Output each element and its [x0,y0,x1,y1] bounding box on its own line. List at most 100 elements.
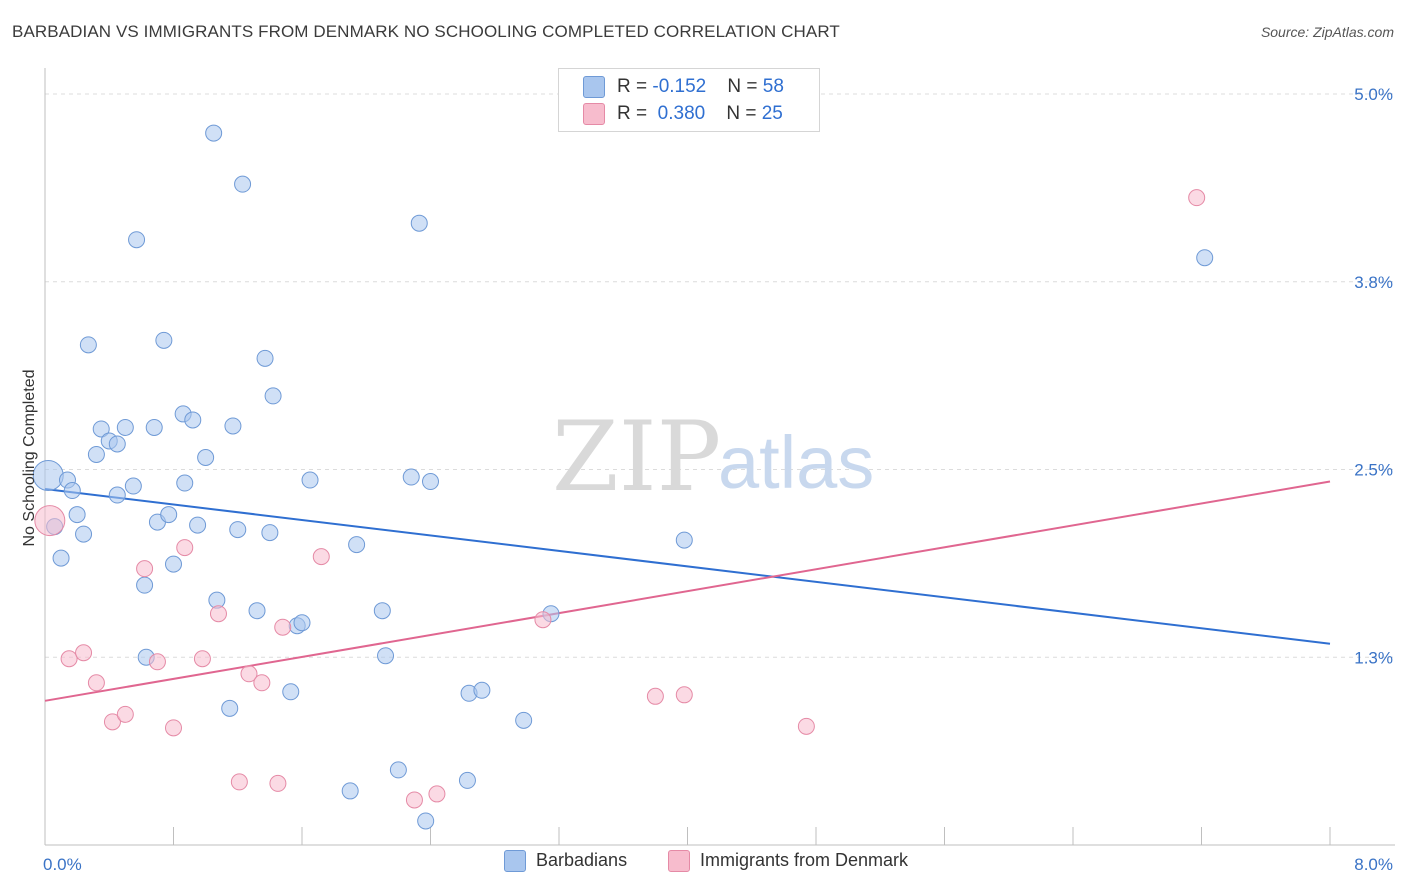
barbadians-point [248,602,266,620]
denmark-point [136,560,154,578]
source-label: Source: ZipAtlas.com [1260,24,1394,40]
denmark-point [209,605,227,623]
barbadians-point [458,771,476,789]
watermark-atlas: atlas [718,421,874,504]
axes [44,68,1395,846]
barbadians-point [176,474,194,492]
barbadians-point [79,336,97,354]
barbadians-point [402,468,420,486]
chart-title: BARBADIAN VS IMMIGRANTS FROM DENMARK NO … [12,22,840,41]
denmark-point [148,653,166,671]
barbadians-point [389,761,407,779]
barbadians-point [515,711,533,729]
denmark-point [34,505,66,537]
barbadians-point [229,521,247,539]
denmark-point [193,650,211,668]
barbadians-point [675,531,693,549]
barbadians-point [282,683,300,701]
watermark-zip: ZIP [552,401,721,513]
bottom-legend-swatch-denmark [668,850,690,873]
barbadians-point [108,486,126,504]
denmark-point [75,644,93,662]
barbadians-point [87,445,105,463]
barbadians-point [68,506,86,524]
barbadians-point [165,555,182,573]
legend-r-value: 0.380 [652,103,706,124]
barbadians-point [221,699,239,717]
legend-swatch-denmark [583,103,605,125]
barbadians-point [184,411,202,429]
denmark-point [312,548,330,566]
denmark-point [87,674,105,692]
denmark-point [797,717,815,735]
bottom-legend-denmark: Immigrants from Denmark [668,850,909,873]
barbadians-point [108,435,126,453]
barbadians-point [264,387,282,405]
barbadians-point [373,602,391,620]
barbadians-point [136,576,154,594]
denmark-point [176,539,194,557]
barbadians-point [256,349,274,367]
barbadians-point [63,482,81,500]
denmark-point [60,650,78,668]
x-tick-label: 0.0% [43,855,82,874]
barbadians-point [155,331,173,349]
barbadians-point [124,477,142,495]
barbadians-point [205,124,223,142]
barbadians-point [377,647,395,665]
barbadians-point [410,214,428,232]
legend-n-label: N = [727,76,763,97]
barbadians-point [234,175,252,193]
barbadians-point [224,417,242,435]
denmark-point [230,773,248,791]
watermark: ZIP atlas [552,401,874,513]
legend-swatch-barbadians [583,76,605,98]
y-tick-label: 3.8% [1354,273,1393,292]
legend-r-label: R = [617,103,653,124]
barbadians-point [128,231,146,249]
barbadians-point [293,614,311,632]
denmark-point [675,686,693,704]
barbadians-point [145,418,163,436]
y-tick-label: 1.3% [1354,648,1393,667]
denmark-point [1188,189,1206,207]
y-tick-label: 5.0% [1354,85,1393,104]
bottom-legend-label-barbadians: Barbadians [536,850,628,870]
barbadians-point [348,536,366,554]
data-points [32,124,1214,830]
barbadians-point [301,471,319,489]
denmark-point [534,611,552,629]
bottom-legend-swatch-barbadians [504,850,526,873]
trend-lines [44,480,1331,702]
denmark-point [269,774,287,792]
bottom-legend-label-denmark: Immigrants from Denmark [700,850,909,870]
denmark-point [165,719,182,737]
bottom-legend-barbadians: Barbadians [504,850,628,873]
barbadians-trend-line [44,488,1331,645]
barbadians-point [341,782,359,800]
legend-n-value: 25 [761,103,783,124]
barbadians-point [197,448,215,466]
denmark-point [428,785,446,803]
denmark-point [274,618,292,636]
y-axis-label: No Schooling Completed [21,370,38,547]
denmark-point [253,674,271,692]
legend-r-label: R = [617,76,653,97]
denmark-point [405,791,423,809]
barbadians-point [116,418,134,436]
barbadians-point [417,812,435,830]
barbadians-point [422,473,439,491]
denmark-point [646,687,664,705]
barbadians-point [473,681,491,699]
legend-n-label: N = [726,103,762,124]
x-tick-label: 8.0% [1354,855,1393,874]
legend-n-value: 58 [762,76,784,97]
barbadians-point [261,524,279,542]
barbadians-point [189,516,207,534]
y-tick-label: 2.5% [1354,461,1393,480]
legend-r-value: -0.152 [652,76,707,97]
denmark-point [240,665,258,683]
barbadians-point [52,549,70,567]
denmark-point [103,713,121,731]
